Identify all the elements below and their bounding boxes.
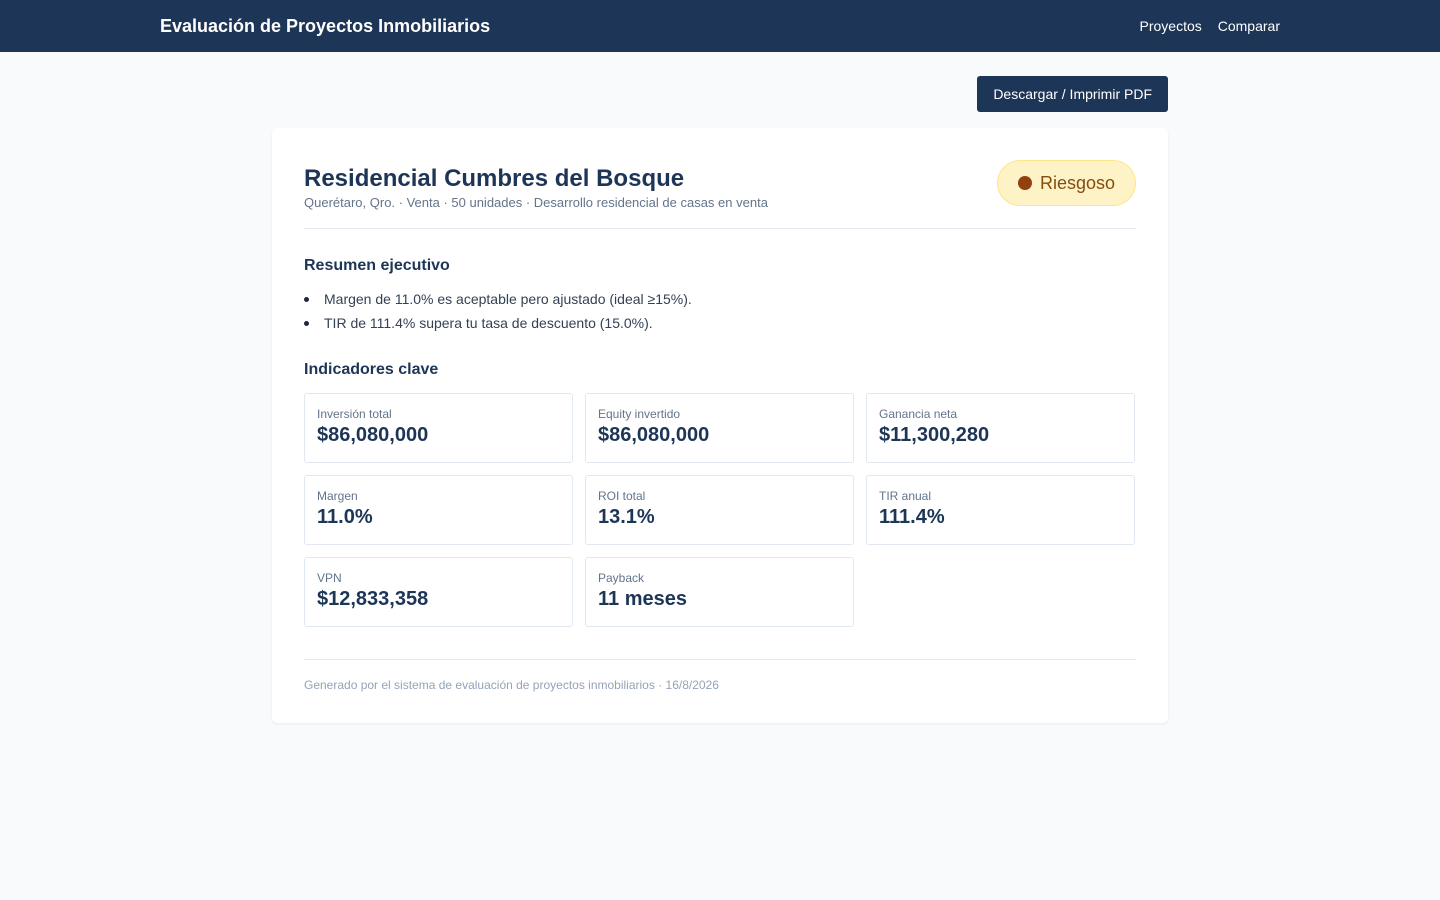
project-name: Residencial Cumbres del Bosque [304, 165, 685, 192]
kpi-value: $12,833,358 [317, 588, 429, 610]
kpi-value: 11.0% [317, 506, 373, 528]
kpi-section-title: Indicadores clave [304, 361, 439, 378]
kpi-card-inversion-total: Inversión total $86,080,000 [304, 393, 573, 463]
download-pdf-button[interactable]: Descargar / Imprimir PDF [977, 76, 1168, 112]
kpi-label: Inversión total [317, 407, 392, 421]
kpi-value: 13.1% [598, 506, 655, 528]
kpi-label: TIR anual [879, 489, 932, 503]
kpi-card-margen: Margen 11.0% [304, 475, 573, 545]
project-heading: Residencial Cumbres del Bosque Querétaro… [304, 160, 768, 210]
kpi-label: Payback [598, 571, 645, 585]
kpi-card-equity-invertido: Equity invertido $86,080,000 [585, 393, 854, 463]
kpi-value: $11,300,280 [879, 424, 990, 446]
kpi-value: $86,080,000 [598, 424, 710, 446]
kpi-label: Margen [317, 489, 358, 503]
status-dot-icon [1017, 176, 1032, 190]
kpi-label: Equity invertido [598, 407, 681, 421]
project-report-card: Residencial Cumbres del Bosque Querétaro… [272, 128, 1168, 723]
kpi-value: 111.4% [879, 506, 945, 528]
report-header: Residencial Cumbres del Bosque Querétaro… [304, 160, 1136, 229]
status-label: Riesgoso [1039, 172, 1115, 193]
summary-title: Resumen ejecutivo [304, 257, 450, 274]
kpi-label: VPN [317, 571, 342, 585]
kpi-label: Ganancia neta [879, 407, 958, 421]
kpi-card-tir-anual: TIR anual 111.4% [866, 475, 1135, 545]
kpi-value: $86,080,000 [317, 424, 429, 446]
app-title: Evaluación de Proyectos Inmobiliarios [160, 15, 491, 36]
nav-link-proyectos[interactable]: Proyectos [1139, 18, 1202, 34]
kpi-value: 11 meses [598, 588, 687, 610]
status-badge: Riesgoso [996, 160, 1136, 206]
kpi-card-payback: Payback 11 meses [585, 557, 854, 627]
kpi-card-ganancia-neta: Ganancia neta $11,300,280 [866, 393, 1135, 463]
kpi-card-vpn: VPN $12,833,358 [304, 557, 573, 627]
main-nav: Proyectos Comparar [1140, 18, 1281, 34]
actions-bar: Descargar / Imprimir PDF [272, 76, 1168, 112]
kpi-grid: Inversión total $86,080,000 Equity inver… [304, 393, 1136, 627]
top-navbar: Evaluación de Proyectos Inmobiliarios Pr… [0, 0, 1440, 52]
summary-item: Margen de 11.0% es aceptable pero ajusta… [304, 287, 1136, 311]
nav-link-comparar[interactable]: Comparar [1217, 18, 1280, 34]
report-footer: Generado por el sistema de evaluación de… [304, 659, 1136, 692]
kpi-card-roi-total: ROI total 13.1% [585, 475, 854, 545]
kpi-label: ROI total [598, 489, 646, 503]
project-subtitle: Querétaro, Qro. · Venta · 50 unidades · … [304, 195, 768, 210]
summary-list: Margen de 11.0% es aceptable pero ajusta… [304, 287, 1136, 335]
summary-item: TIR de 111.4% supera tu tasa de descuent… [304, 311, 1136, 335]
